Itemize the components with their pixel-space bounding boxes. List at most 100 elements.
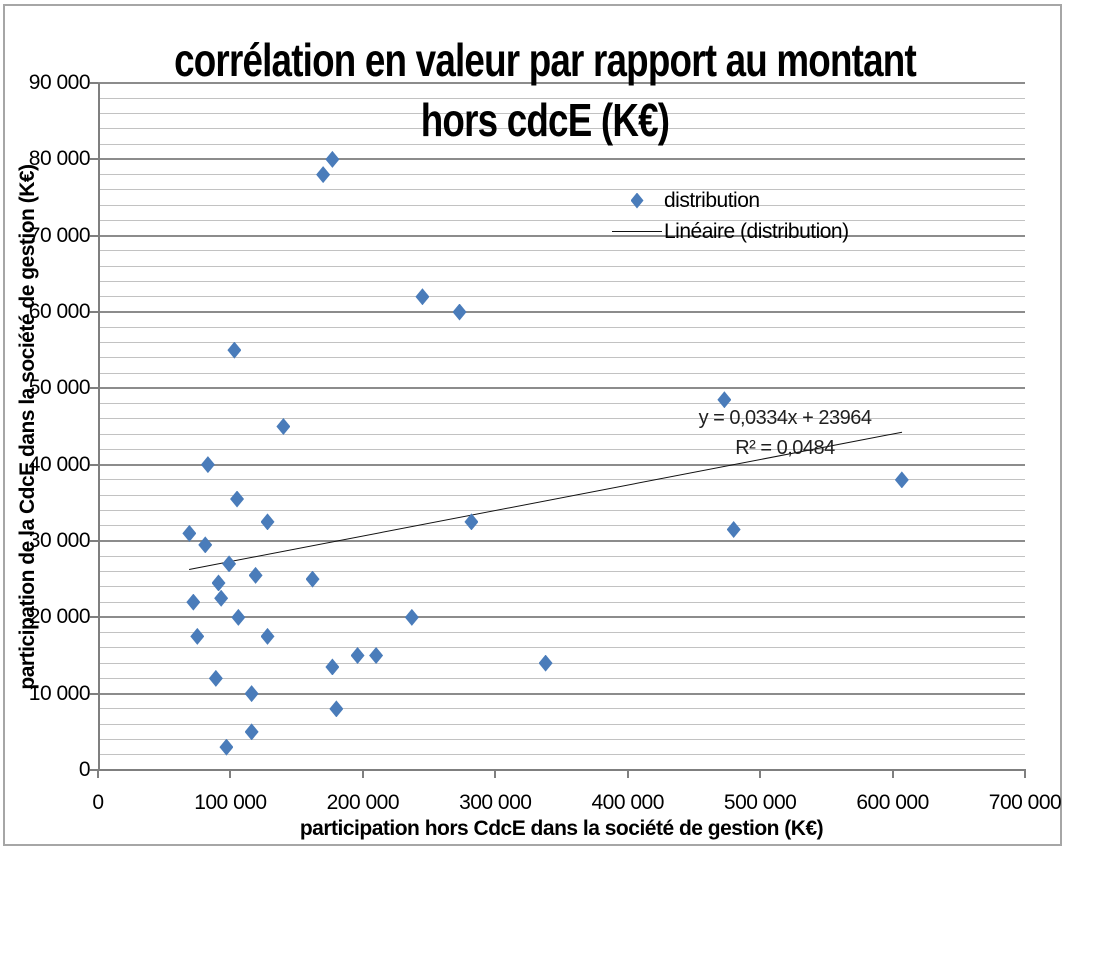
y-tick-label: 10 000 bbox=[28, 681, 91, 705]
x-axis-tick bbox=[626, 771, 629, 778]
x-tick-label: 0 bbox=[92, 791, 104, 814]
y-axis-line bbox=[98, 83, 100, 771]
data-point-marker[interactable] bbox=[305, 570, 320, 588]
minor-gridline bbox=[98, 113, 1025, 115]
data-point-marker[interactable] bbox=[350, 647, 365, 664]
data-point-marker[interactable] bbox=[200, 456, 215, 474]
minor-gridline bbox=[98, 632, 1025, 634]
data-point-marker[interactable] bbox=[182, 524, 197, 542]
data-point-marker[interactable] bbox=[894, 471, 909, 489]
x-tick-label: 700 000 bbox=[988, 791, 1062, 814]
x-axis-tick bbox=[1024, 771, 1026, 778]
minor-gridline bbox=[98, 265, 1025, 267]
legend-label: Linéaire (distribution) bbox=[664, 219, 849, 243]
x-axis-tick bbox=[361, 771, 364, 778]
data-point-marker[interactable] bbox=[227, 341, 242, 359]
y-axis-tick bbox=[90, 234, 98, 237]
y-tick-label: 70 000 bbox=[28, 223, 91, 247]
x-axis-tick bbox=[891, 771, 894, 778]
y-tick-label: 20 000 bbox=[28, 605, 91, 629]
y-axis-tick bbox=[90, 463, 98, 466]
minor-gridline bbox=[98, 189, 1025, 191]
minor-gridline bbox=[98, 708, 1025, 710]
minor-gridline bbox=[98, 494, 1025, 496]
data-point-marker[interactable] bbox=[538, 654, 553, 672]
data-point-marker[interactable] bbox=[186, 593, 201, 611]
minor-gridline bbox=[98, 204, 1025, 206]
chart-frame[interactable]: corrélation en valeur par rapport au mon… bbox=[3, 4, 1062, 846]
y-tick-label: 80 000 bbox=[28, 147, 91, 171]
data-point-marker[interactable] bbox=[415, 288, 430, 306]
x-tick-label: 400 000 bbox=[591, 791, 664, 814]
data-point-marker[interactable] bbox=[329, 700, 344, 718]
minor-gridline bbox=[98, 296, 1025, 298]
x-tick-label: 200 000 bbox=[326, 791, 400, 814]
x-axis-title: participation hors CdcE dans la société … bbox=[299, 817, 824, 840]
minor-gridline bbox=[98, 433, 1025, 435]
data-point-marker[interactable] bbox=[260, 627, 275, 645]
legend[interactable]: distribution Linéaire (distribution) bbox=[610, 185, 849, 247]
y-axis-tick bbox=[90, 540, 98, 542]
minor-gridline bbox=[98, 448, 1025, 450]
data-point-marker[interactable] bbox=[260, 513, 275, 531]
data-point-marker[interactable] bbox=[230, 490, 245, 508]
data-point-marker[interactable] bbox=[316, 166, 331, 184]
major-gridline bbox=[98, 387, 1025, 390]
data-point-marker[interactable] bbox=[208, 669, 223, 687]
data-point-marker[interactable] bbox=[214, 589, 229, 607]
minor-gridline bbox=[98, 754, 1025, 756]
minor-gridline bbox=[98, 250, 1025, 252]
x-axis-tick bbox=[759, 771, 762, 778]
minor-gridline bbox=[98, 372, 1025, 374]
minor-gridline bbox=[98, 509, 1025, 511]
minor-gridline bbox=[98, 723, 1025, 725]
legend-label: distribution bbox=[664, 188, 760, 212]
data-point-marker[interactable] bbox=[231, 608, 246, 626]
data-point-marker[interactable] bbox=[452, 303, 467, 321]
plot-area[interactable] bbox=[98, 82, 1025, 770]
chart-title: corrélation en valeur par rapport au mon… bbox=[5, 30, 1085, 150]
minor-gridline bbox=[98, 525, 1025, 527]
data-point-marker[interactable] bbox=[244, 723, 259, 741]
data-point-marker[interactable] bbox=[464, 513, 479, 531]
minor-gridline bbox=[98, 174, 1025, 176]
data-point-marker[interactable] bbox=[325, 150, 340, 168]
minor-gridline bbox=[98, 403, 1025, 405]
data-point-marker[interactable] bbox=[369, 647, 384, 664]
x-tick-label: 500 000 bbox=[723, 791, 797, 814]
minor-gridline bbox=[98, 97, 1025, 99]
data-point-marker[interactable] bbox=[717, 391, 732, 409]
y-tick-label: 40 000 bbox=[28, 452, 91, 476]
data-point-marker[interactable] bbox=[244, 685, 259, 703]
data-point-marker[interactable] bbox=[276, 418, 291, 435]
major-gridline bbox=[98, 311, 1025, 313]
legend-entry-distribution[interactable]: distribution bbox=[610, 185, 849, 216]
data-point-marker[interactable] bbox=[211, 574, 226, 592]
minor-gridline bbox=[98, 219, 1025, 221]
data-point-marker[interactable] bbox=[190, 627, 205, 645]
minor-gridline bbox=[98, 357, 1025, 359]
minor-gridline bbox=[98, 280, 1025, 282]
minor-gridline bbox=[98, 601, 1025, 603]
x-axis-tick bbox=[229, 771, 232, 778]
data-point-marker[interactable] bbox=[198, 536, 213, 554]
y-axis-title: participation de la CdcE dans la société… bbox=[16, 164, 39, 690]
minor-gridline bbox=[98, 571, 1025, 573]
data-point-marker[interactable] bbox=[219, 738, 234, 756]
data-point-marker[interactable] bbox=[726, 521, 741, 539]
data-point-marker[interactable] bbox=[404, 608, 419, 626]
legend-entry-lineaire[interactable]: Linéaire (distribution) bbox=[610, 216, 849, 247]
y-tick-label: 90 000 bbox=[28, 71, 91, 94]
minor-gridline bbox=[98, 738, 1025, 740]
trendline-equation-label: y = 0,0334x + 23964 R² = 0,0484 bbox=[635, 403, 935, 463]
data-point-marker[interactable] bbox=[248, 566, 263, 584]
legend-marker-box bbox=[610, 231, 664, 232]
y-tick-label: 50 000 bbox=[28, 376, 91, 400]
data-point-marker[interactable] bbox=[325, 658, 340, 676]
y-axis-tick bbox=[90, 311, 98, 313]
major-gridline bbox=[98, 692, 1025, 695]
y-axis-tick bbox=[90, 387, 98, 390]
data-point-marker[interactable] bbox=[222, 555, 237, 573]
x-tick-label: 100 000 bbox=[194, 791, 267, 814]
